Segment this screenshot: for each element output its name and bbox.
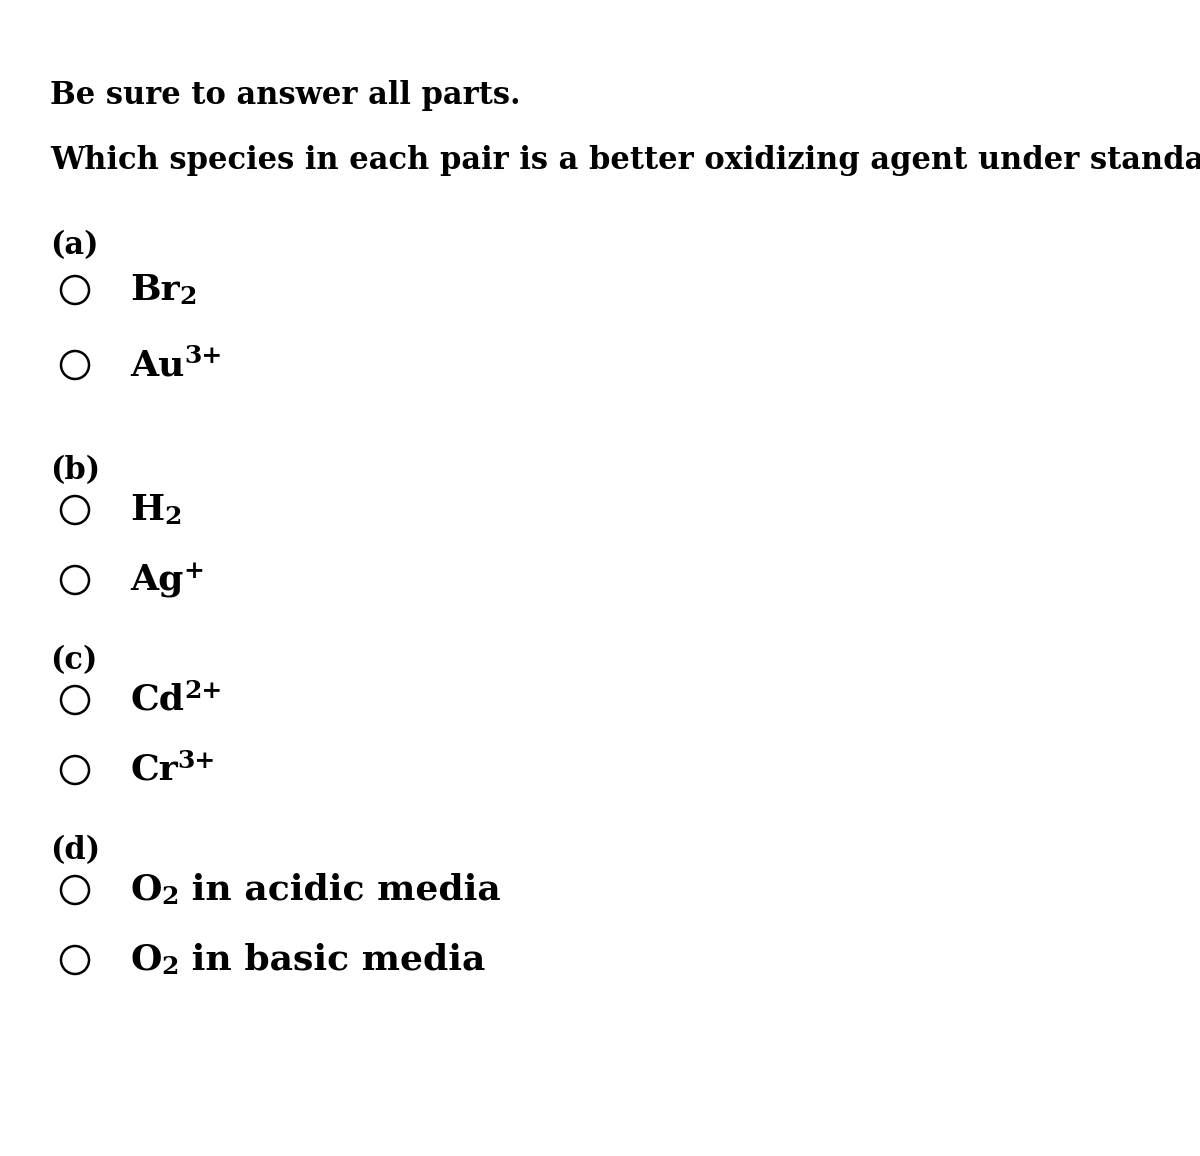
Text: 3+: 3+: [185, 343, 223, 368]
Text: 2+: 2+: [184, 679, 222, 703]
Text: in basic media: in basic media: [179, 943, 485, 977]
Text: Cd: Cd: [130, 683, 184, 717]
Text: 2: 2: [161, 884, 179, 909]
Text: Be sure to answer all parts.: Be sure to answer all parts.: [50, 80, 521, 111]
Text: (d): (d): [50, 835, 100, 866]
Text: 2: 2: [180, 284, 197, 309]
Text: O: O: [130, 943, 161, 977]
Text: (b): (b): [50, 455, 100, 486]
Text: Cr: Cr: [130, 753, 178, 787]
Text: (a): (a): [50, 230, 98, 261]
Text: Br: Br: [130, 273, 180, 307]
Text: Au: Au: [130, 348, 185, 381]
Text: O: O: [130, 873, 161, 907]
Text: in acidic media: in acidic media: [179, 873, 500, 907]
Text: 3+: 3+: [178, 749, 216, 773]
Text: H: H: [130, 492, 164, 527]
Text: (c): (c): [50, 645, 97, 676]
Text: Which species in each pair is a better oxidizing agent under standard-state cond: Which species in each pair is a better o…: [50, 144, 1200, 176]
Text: Ag: Ag: [130, 563, 184, 596]
Text: 2: 2: [164, 504, 181, 528]
Text: 2: 2: [161, 955, 179, 978]
Text: +: +: [184, 558, 204, 583]
